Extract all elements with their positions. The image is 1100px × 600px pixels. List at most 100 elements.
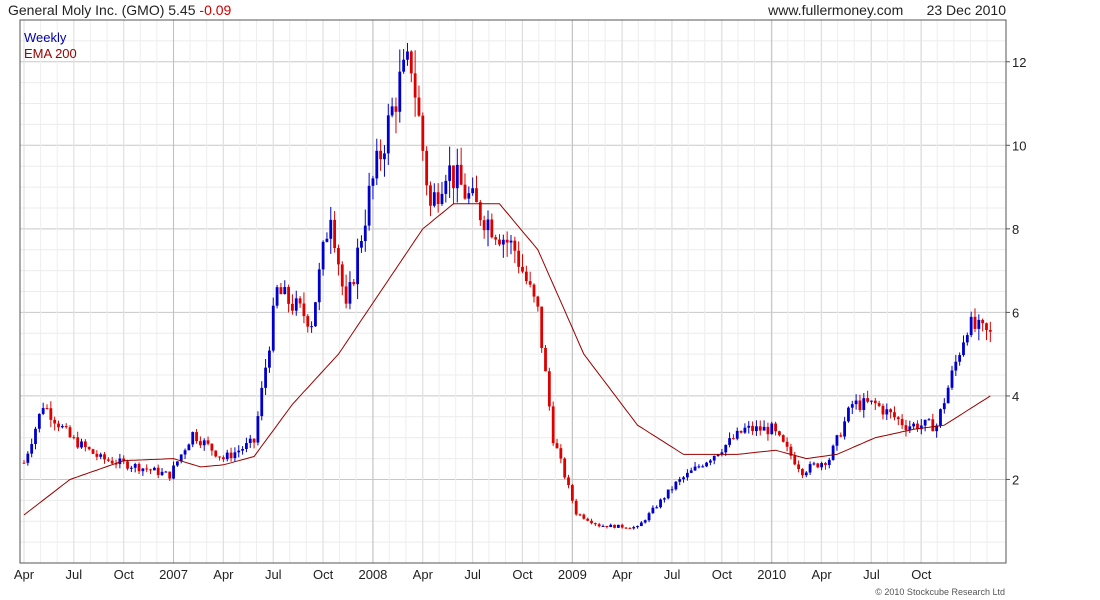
candle-body: [551, 406, 555, 444]
candle-body: [605, 525, 609, 528]
candle-body: [110, 460, 114, 464]
candle-body: [145, 468, 149, 470]
candle-body: [402, 59, 406, 72]
copyright-note: © 2010 Stockcube Research Ltd: [875, 587, 1005, 597]
candle-body: [885, 409, 889, 415]
candle-body: [417, 97, 421, 116]
candle-body: [486, 219, 490, 231]
candle-body: [268, 350, 271, 368]
candle-body: [942, 403, 946, 410]
candle-body: [264, 367, 267, 388]
candle-body: [620, 524, 624, 528]
candle-body: [179, 454, 183, 462]
candle-body: [931, 419, 935, 432]
candle-body: [72, 437, 76, 439]
candle-body: [478, 202, 482, 221]
candle-body: [770, 423, 774, 435]
candle-body: [348, 282, 352, 304]
site-link[interactable]: www.fullermoney.com: [768, 2, 904, 18]
candle-body: [160, 471, 164, 475]
x-tick-label: 2010: [757, 567, 786, 582]
candle-body: [172, 465, 175, 479]
candle-body: [697, 466, 701, 468]
candle-body: [356, 247, 360, 285]
candle-body: [919, 425, 923, 430]
candle-body: [114, 463, 118, 465]
candle-body: [912, 423, 916, 427]
candle-body: [452, 165, 455, 189]
candle-body: [436, 192, 440, 204]
chart-header-right: www.fullermoney.com 23 Dec 2010: [768, 0, 1006, 20]
candle-body: [908, 426, 912, 431]
candle-body: [490, 219, 494, 238]
candle-body: [732, 438, 735, 440]
candle-body: [582, 514, 586, 519]
candle-body: [314, 302, 317, 327]
candle-body: [705, 462, 708, 467]
candle-body: [896, 417, 900, 420]
candle-body: [858, 400, 862, 411]
candle-body: [256, 416, 260, 443]
candle-body: [294, 298, 298, 311]
candle-body: [383, 153, 386, 160]
candle-body: [425, 150, 429, 186]
candle-body: [352, 282, 356, 285]
candle-body: [156, 467, 160, 475]
candle-body: [720, 452, 724, 455]
candle-body: [149, 469, 152, 471]
candle-body: [544, 347, 547, 372]
candle-body: [804, 472, 808, 476]
candle-body: [99, 454, 103, 457]
candle-body: [521, 266, 524, 272]
candle-body: [126, 461, 129, 469]
legend-weekly: Weekly: [24, 30, 67, 45]
candle-body: [367, 185, 371, 226]
candle-body: [616, 524, 620, 528]
candle-body: [873, 400, 877, 404]
candle-body: [501, 239, 505, 245]
candle-body: [609, 524, 613, 528]
y-tick-label: 8: [1012, 222, 1019, 237]
candle-body: [540, 306, 544, 348]
candle-body: [751, 425, 754, 432]
candle-body: [693, 466, 697, 471]
candle-body: [977, 319, 981, 329]
candle-body: [505, 239, 509, 243]
x-tick-label: Oct: [712, 567, 733, 582]
candle-body: [555, 443, 559, 449]
candle-body: [820, 463, 824, 468]
candle-body: [831, 445, 835, 460]
candle-body: [762, 426, 766, 431]
candle-body: [574, 500, 578, 515]
candle-body: [118, 458, 122, 465]
candle-body: [808, 464, 812, 473]
candle-body: [651, 507, 655, 514]
candle-body: [191, 432, 195, 445]
candle-body: [122, 458, 126, 462]
x-tick-label: Jul: [66, 567, 83, 582]
candle-body: [735, 430, 739, 439]
candle-body: [482, 220, 486, 231]
candle-body: [593, 523, 597, 525]
candle-body: [183, 450, 187, 455]
x-tick-label: Apr: [213, 567, 234, 582]
candle-body: [781, 435, 785, 442]
candle-body: [532, 284, 536, 297]
candle-body: [678, 479, 682, 482]
x-tick-label: 2009: [558, 567, 587, 582]
candle-body: [766, 426, 770, 435]
candle-body: [225, 452, 229, 460]
y-tick-label: 12: [1012, 55, 1026, 70]
y-tick-label: 2: [1012, 472, 1019, 487]
candle-body: [283, 287, 287, 295]
candle-body: [91, 449, 95, 454]
candle-body: [716, 454, 720, 456]
ticker-title: General Moly Inc. (GMO) 5.45: [8, 2, 196, 18]
candle-body: [954, 361, 958, 371]
candle-body: [628, 528, 632, 530]
candle-body: [103, 454, 106, 460]
candle-body: [973, 316, 977, 329]
candle-body: [175, 461, 179, 466]
chart-header-title: General Moly Inc. (GMO) 5.45 -0.09: [8, 0, 231, 20]
